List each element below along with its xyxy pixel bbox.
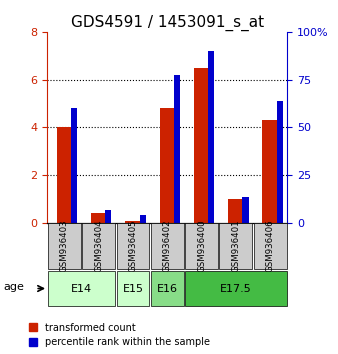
- Bar: [185, 271, 287, 306]
- Bar: [140, 215, 146, 223]
- Text: GSM936404: GSM936404: [94, 220, 103, 272]
- Text: GSM936406: GSM936406: [266, 220, 275, 272]
- Bar: [117, 223, 149, 269]
- Bar: [277, 101, 283, 223]
- Bar: [228, 199, 244, 223]
- Bar: [262, 120, 278, 223]
- Text: GSM936401: GSM936401: [232, 220, 240, 272]
- Bar: [48, 271, 115, 306]
- Bar: [57, 127, 72, 223]
- Text: GSM936405: GSM936405: [128, 220, 138, 272]
- Bar: [71, 108, 77, 223]
- Bar: [48, 223, 81, 269]
- Bar: [174, 75, 180, 223]
- Bar: [219, 223, 252, 269]
- Bar: [242, 197, 248, 223]
- Text: age: age: [3, 281, 24, 292]
- Bar: [82, 223, 115, 269]
- Bar: [125, 221, 141, 223]
- Bar: [160, 108, 175, 223]
- Text: E14: E14: [71, 284, 92, 293]
- Bar: [194, 68, 209, 223]
- Bar: [254, 223, 287, 269]
- Text: GSM936403: GSM936403: [60, 220, 69, 272]
- Text: E15: E15: [123, 284, 144, 293]
- Bar: [105, 210, 112, 223]
- Bar: [151, 223, 184, 269]
- Bar: [91, 213, 106, 223]
- Bar: [117, 271, 149, 306]
- Text: GSM936400: GSM936400: [197, 220, 206, 272]
- Legend: transformed count, percentile rank within the sample: transformed count, percentile rank withi…: [28, 322, 210, 347]
- Text: E17.5: E17.5: [220, 284, 252, 293]
- Text: E16: E16: [157, 284, 178, 293]
- Text: GSM936402: GSM936402: [163, 220, 172, 272]
- Bar: [185, 223, 218, 269]
- Bar: [151, 271, 184, 306]
- Bar: [208, 51, 214, 223]
- Title: GDS4591 / 1453091_s_at: GDS4591 / 1453091_s_at: [71, 14, 264, 30]
